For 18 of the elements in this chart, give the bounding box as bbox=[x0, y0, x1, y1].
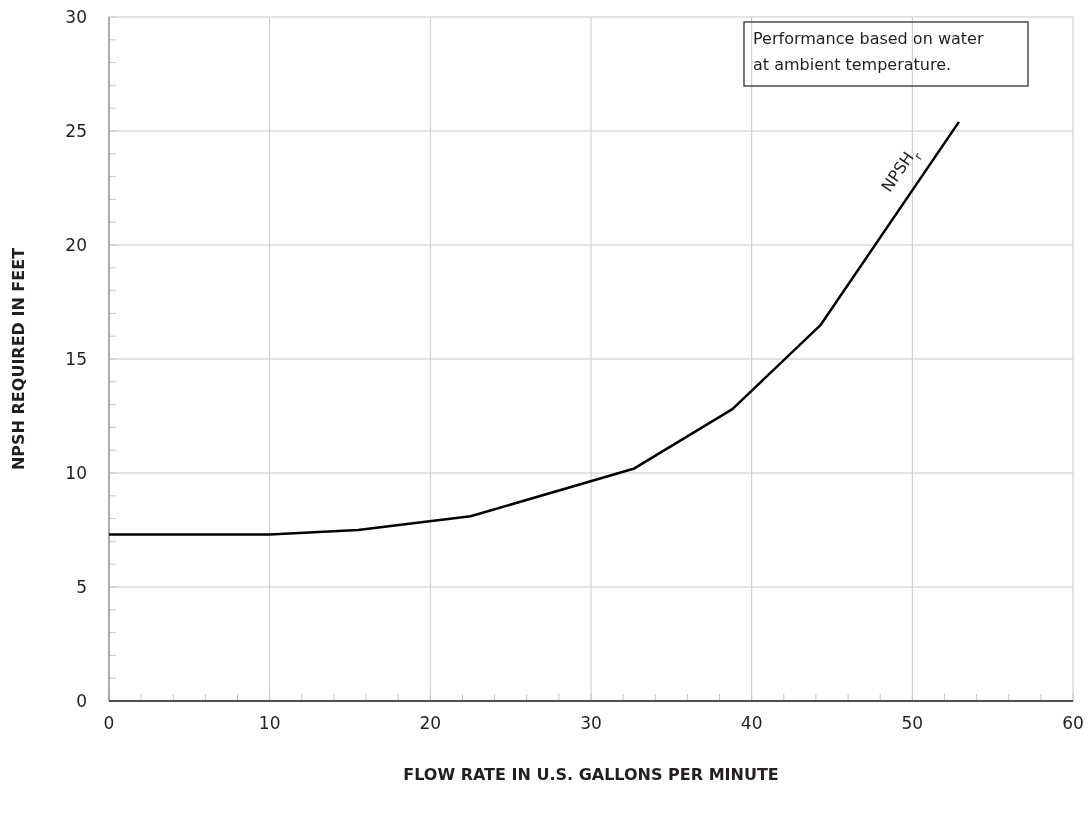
x-tick-label: 50 bbox=[901, 713, 924, 733]
x-tick-label: 0 bbox=[103, 713, 115, 733]
y-axis-title: NPSH REQUIRED IN FEET bbox=[9, 247, 28, 471]
x-tick-label: 40 bbox=[740, 713, 763, 733]
x-tick-label: 20 bbox=[419, 713, 442, 733]
x-tick-label: 30 bbox=[580, 713, 602, 733]
x-tick-label: 10 bbox=[258, 713, 281, 733]
y-tick-label: 5 bbox=[76, 577, 87, 597]
line-series bbox=[107, 120, 961, 536]
y-tick-label: 30 bbox=[65, 7, 87, 27]
x-axis-title: FLOW RATE IN U.S. GALLONS PER MINUTE bbox=[403, 765, 779, 784]
y-tick-label: 20 bbox=[65, 235, 87, 255]
y-tick-label: 15 bbox=[65, 349, 87, 369]
y-tick-label: 0 bbox=[76, 691, 87, 711]
annotation: Performance based on water at ambient temperature. bbox=[753, 29, 984, 74]
y-tick-label: 10 bbox=[65, 463, 87, 483]
x-tick-label: 60 bbox=[1062, 713, 1084, 733]
y-tick-label: 25 bbox=[65, 121, 87, 141]
